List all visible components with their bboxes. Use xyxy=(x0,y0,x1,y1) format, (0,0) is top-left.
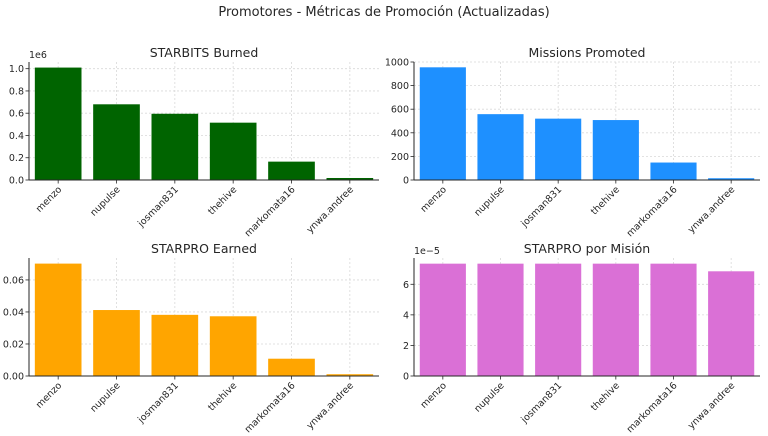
y-tick-label: 200 xyxy=(391,152,409,163)
bar xyxy=(326,177,374,180)
y-tick-label: 0.2 xyxy=(9,153,24,164)
x-tick-label: menzo xyxy=(419,184,449,214)
x-tick-label: ynwa.andree xyxy=(686,184,737,235)
x-tick-label: josman831 xyxy=(519,184,565,230)
bar xyxy=(93,310,140,376)
x-tick-label: nupulse xyxy=(472,380,506,414)
x-tick-label: josman831 xyxy=(135,380,181,426)
bar xyxy=(535,118,582,180)
x-tick-label: josman831 xyxy=(519,380,565,426)
y-tick-label: 800 xyxy=(391,81,409,92)
y-tick-label: 0.04 xyxy=(3,307,24,318)
chart-title: STARPRO Earned xyxy=(151,241,257,256)
y-tick-label: 0.06 xyxy=(3,275,24,286)
y-tick-label: 0.8 xyxy=(9,86,24,97)
bar xyxy=(268,358,315,376)
chart-title: STARPRO por Misión xyxy=(524,241,650,256)
x-tick-label: thehive xyxy=(206,380,239,413)
figure-title: Promotores - Métricas de Promoción (Actu… xyxy=(218,5,549,20)
x-tick-label: ynwa.andree xyxy=(305,184,356,235)
y-tick-label: 4 xyxy=(403,310,409,321)
x-tick-label: josman831 xyxy=(135,184,181,230)
x-tick-label: menzo xyxy=(419,380,449,410)
bar xyxy=(151,113,199,180)
bar xyxy=(708,271,755,376)
x-tick-label: nupulse xyxy=(88,380,122,414)
bar xyxy=(708,178,755,180)
axis-offset-label: 1e6 xyxy=(29,50,47,61)
bar xyxy=(209,122,257,180)
y-tick-label: 600 xyxy=(391,105,409,116)
chart-panel: 0.00 0.02 0.04 0.06 menzo nupulse josman831 the… xyxy=(3,241,379,435)
x-tick-label: markomata16 xyxy=(243,184,298,239)
bar xyxy=(650,263,697,376)
chart-panel: 0 2 4 6 menzo nupulse josman831 thehive markomat… xyxy=(403,241,760,435)
bar xyxy=(34,263,82,376)
bar xyxy=(419,263,466,376)
bar xyxy=(535,263,582,376)
y-tick-label: 0.6 xyxy=(9,109,24,120)
bar xyxy=(209,316,257,376)
x-tick-label: markomata16 xyxy=(625,184,680,239)
x-tick-label: ynwa.andree xyxy=(686,380,737,431)
y-tick-label: 2 xyxy=(403,341,409,352)
y-tick-label: 6 xyxy=(403,280,409,291)
bar xyxy=(93,104,140,180)
y-tick-label: 0.02 xyxy=(3,339,24,350)
y-tick-label: 1000 xyxy=(385,58,409,69)
chart-title: STARBITS Burned xyxy=(150,45,259,60)
x-tick-label: menzo xyxy=(34,380,64,410)
chart-panel: 0.0 0.2 0.4 0.6 0.8 1.0 menzo nupulse josman831 t… xyxy=(9,45,379,239)
bar xyxy=(268,161,315,180)
bar xyxy=(34,67,82,180)
chart-panel: 0 200 400 600 800 1000 menzo nupulse josman831 th… xyxy=(385,45,760,239)
y-tick-label: 0.0 xyxy=(9,176,24,187)
y-tick-label: 400 xyxy=(391,128,409,139)
y-tick-label: 0 xyxy=(403,176,409,187)
x-tick-label: nupulse xyxy=(472,184,506,218)
x-tick-label: thehive xyxy=(589,184,622,217)
bar xyxy=(477,263,524,376)
x-tick-label: markomata16 xyxy=(243,380,298,435)
bar xyxy=(592,120,639,180)
bar xyxy=(650,162,697,180)
x-tick-label: thehive xyxy=(206,184,239,217)
bar xyxy=(592,263,639,376)
axis-offset-label: 1e−5 xyxy=(414,246,440,257)
y-tick-label: 1.0 xyxy=(9,64,24,75)
y-tick-label: 0 xyxy=(403,372,409,383)
bar xyxy=(326,374,374,376)
y-tick-label: 0.4 xyxy=(9,131,24,142)
y-tick-label: 0.00 xyxy=(3,372,24,383)
chart-title: Missions Promoted xyxy=(529,45,646,60)
x-tick-label: thehive xyxy=(589,380,622,413)
bar xyxy=(477,114,524,180)
x-tick-label: nupulse xyxy=(88,184,122,218)
x-tick-label: ynwa.andree xyxy=(305,380,356,431)
x-tick-label: menzo xyxy=(34,184,64,214)
bar xyxy=(419,67,466,180)
x-tick-label: markomata16 xyxy=(625,380,680,435)
bar xyxy=(151,314,199,376)
